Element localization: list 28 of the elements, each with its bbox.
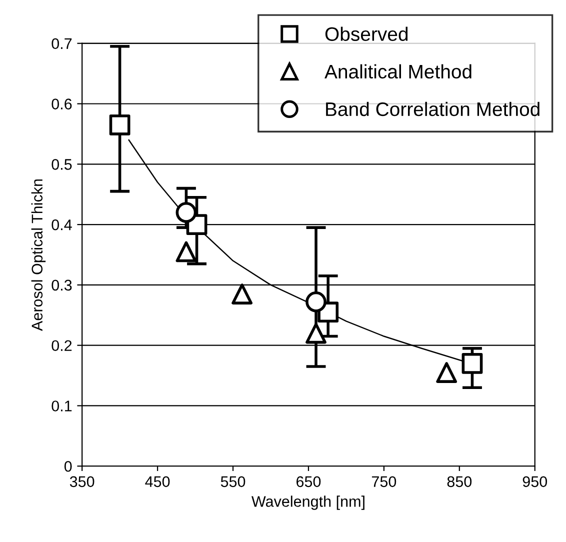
point: [109, 114, 130, 136]
y-tick-label: 0.2: [52, 340, 72, 352]
y-axis-title: Aerosol Optical Thickn: [31, 179, 46, 331]
x-axis-title: Wavelength [nm]: [252, 496, 364, 510]
y-tick-label: 0.1: [52, 400, 72, 412]
point: [306, 291, 326, 312]
x-tick-label: 850: [447, 476, 472, 488]
x-tick-label: 550: [220, 476, 246, 488]
point: [462, 353, 483, 374]
point: [176, 202, 197, 223]
y-tick-label: 0.3: [52, 280, 72, 291]
x-tick-label: 350: [70, 476, 94, 488]
y-tick-label: 0: [64, 460, 72, 472]
x-tick-label: 750: [372, 476, 396, 488]
legend-label: Observed: [325, 26, 408, 41]
y-tick-label: 0.6: [52, 98, 72, 110]
point: [176, 241, 197, 262]
point: [436, 362, 458, 383]
y-tick-label: 0.4: [52, 219, 72, 230]
legend-label: Analitical Method: [324, 64, 472, 79]
x-tick-label: 650: [296, 476, 321, 488]
x-tick-label: 950: [522, 476, 548, 488]
x-tick-label: 450: [145, 476, 170, 488]
legend-label: Band Correlation Method: [326, 102, 540, 116]
point: [232, 284, 253, 304]
y-tick-label: 0.7: [52, 38, 72, 50]
point: [306, 322, 326, 344]
y-tick-label: 0.5: [52, 159, 72, 170]
